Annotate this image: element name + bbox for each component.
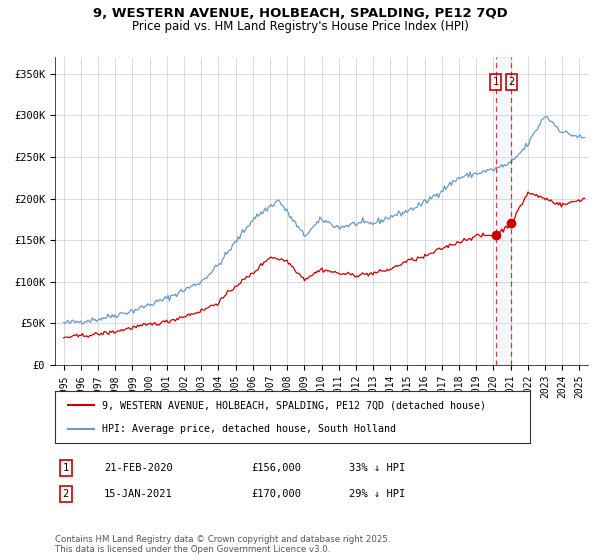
Text: 9, WESTERN AVENUE, HOLBEACH, SPALDING, PE12 7QD (detached house): 9, WESTERN AVENUE, HOLBEACH, SPALDING, P…	[103, 400, 487, 410]
Text: 1: 1	[62, 463, 69, 473]
Text: 15-JAN-2021: 15-JAN-2021	[104, 489, 173, 499]
Text: 1: 1	[493, 77, 499, 87]
Bar	[496, 57, 511, 365]
Text: 29% ↓ HPI: 29% ↓ HPI	[349, 489, 405, 499]
Text: HPI: Average price, detached house, South Holland: HPI: Average price, detached house, Sout…	[103, 424, 397, 434]
Text: 9, WESTERN AVENUE, HOLBEACH, SPALDING, PE12 7QD: 9, WESTERN AVENUE, HOLBEACH, SPALDING, P…	[92, 7, 508, 20]
Text: 21-FEB-2020: 21-FEB-2020	[104, 463, 173, 473]
Text: Price paid vs. HM Land Registry's House Price Index (HPI): Price paid vs. HM Land Registry's House …	[131, 20, 469, 32]
Text: £170,000: £170,000	[251, 489, 301, 499]
Text: 33% ↓ HPI: 33% ↓ HPI	[349, 463, 405, 473]
Text: 2: 2	[62, 489, 69, 499]
Text: 2: 2	[508, 77, 514, 87]
Text: Contains HM Land Registry data © Crown copyright and database right 2025.
This d: Contains HM Land Registry data © Crown c…	[55, 535, 391, 554]
Text: £156,000: £156,000	[251, 463, 301, 473]
